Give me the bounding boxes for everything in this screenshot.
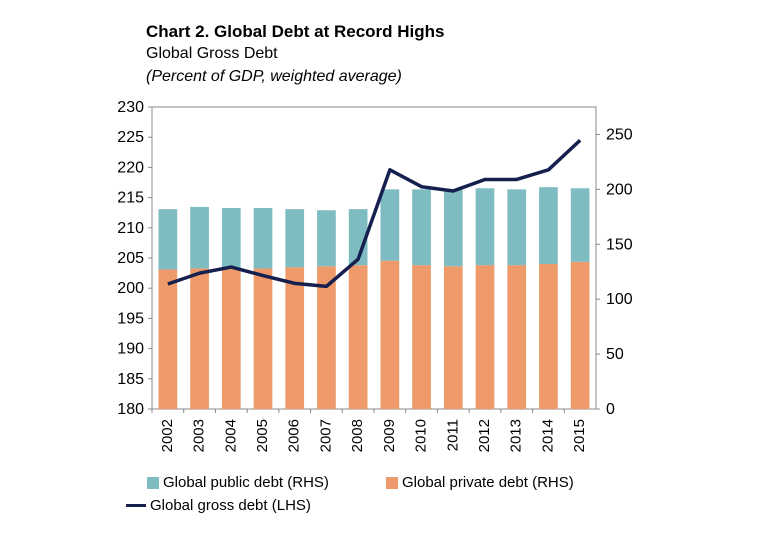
left-tick-label: 230	[117, 99, 144, 116]
bar-private-2006	[285, 267, 305, 409]
bar-public-2007	[317, 210, 336, 267]
x-tick-label-2007: 2007	[317, 419, 334, 452]
chart-title: Chart 2. Global Debt at Record Highs	[146, 22, 445, 41]
bar-public-2006	[285, 209, 305, 268]
bar-public-2005	[253, 208, 273, 269]
bar-private-2008	[348, 265, 368, 409]
x-tick-label-2006: 2006	[286, 419, 303, 452]
bar-public-2010	[412, 189, 431, 266]
plot-frame	[151, 106, 597, 410]
bar-private-2011	[443, 266, 463, 409]
x-tick-label-2010: 2010	[413, 419, 430, 452]
bar-public-2002	[158, 209, 178, 270]
legend-private-swatch	[386, 476, 398, 489]
legend-private-label: Global private debt (RHS)	[402, 474, 574, 491]
bar-public-2004	[221, 208, 241, 269]
left-tick-label: 220	[117, 159, 144, 176]
legend-public-label: Global public debt (RHS)	[163, 474, 329, 491]
x-tick-label-2013: 2013	[508, 419, 525, 452]
bar-private-2013	[507, 265, 527, 409]
left-tick-label: 185	[117, 371, 144, 388]
legend-public-swatch	[147, 476, 159, 489]
left-tick-label: 195	[117, 310, 144, 327]
bar-private-2015	[570, 261, 590, 409]
bar-public-2009	[380, 189, 400, 261]
line-gross-debt	[167, 138, 582, 289]
right-tick-label: 50	[606, 346, 624, 363]
bar-public-2011	[443, 189, 463, 267]
bar-private-2014	[539, 264, 558, 409]
bar-public-2003	[190, 206, 209, 269]
x-tick-label-2003: 2003	[191, 419, 208, 452]
chart-subtitle: Global Gross Debt	[146, 45, 278, 62]
x-tick-label-2002: 2002	[159, 419, 176, 452]
chart-unit-note: (Percent of GDP, weighted average)	[146, 68, 402, 85]
left-tick-label: 225	[117, 129, 144, 146]
x-tick-label-2005: 2005	[254, 419, 271, 452]
left-tick-label: 190	[117, 341, 144, 358]
bar-private-2010	[412, 265, 431, 409]
legend-private: Global private debt (RHS)	[386, 474, 574, 491]
bar-private-2002	[158, 269, 178, 409]
left-tick-label: 200	[117, 280, 144, 297]
bar-public-2015	[570, 188, 590, 262]
x-tick-label-2011: 2011	[444, 419, 461, 451]
bar-private-2004	[221, 268, 241, 409]
bar-public-2013	[507, 189, 527, 266]
bar-public-2014	[539, 187, 558, 265]
legend-gross-swatch	[126, 504, 146, 507]
x-tick-label-2008: 2008	[349, 419, 366, 452]
bar-private-2007	[317, 266, 336, 409]
left-tick-label: 180	[117, 401, 144, 418]
right-tick-label: 150	[606, 236, 633, 253]
x-tick-label-2014: 2014	[539, 419, 556, 452]
bar-private-2003	[190, 268, 209, 409]
bar-private-2005	[253, 268, 273, 409]
legend-gross-label: Global gross debt (LHS)	[150, 497, 311, 514]
legend-public: Global public debt (RHS)	[147, 474, 329, 491]
right-tick-label: 100	[606, 291, 633, 308]
right-tick-label: 200	[606, 181, 633, 198]
right-tick-label: 250	[606, 126, 633, 143]
x-tick-label-2009: 2009	[381, 419, 398, 452]
bar-private-2012	[475, 265, 495, 409]
bar-private-2009	[380, 260, 400, 409]
x-tick-label-2015: 2015	[571, 419, 588, 452]
left-tick-label: 205	[117, 250, 144, 267]
x-tick-label-2012: 2012	[476, 419, 493, 452]
bar-public-2012	[475, 188, 495, 266]
legend-gross: Global gross debt (LHS)	[126, 497, 311, 514]
x-tick-label-2004: 2004	[222, 419, 239, 452]
left-tick-label: 210	[117, 220, 144, 237]
right-tick-label: 0	[606, 401, 615, 418]
left-tick-label: 215	[117, 190, 144, 207]
